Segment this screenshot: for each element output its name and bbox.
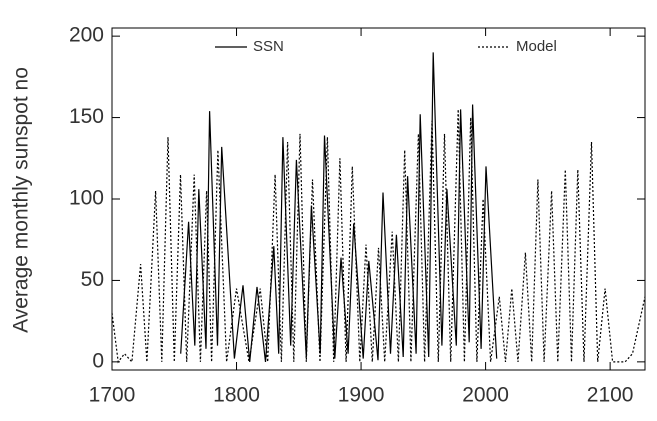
x-tick-label: 1900 [338, 384, 385, 407]
y-axis-label: Average monthly sunspot no [10, 67, 33, 333]
x-tick-label: 2100 [587, 384, 634, 407]
y-tick-label: 50 [81, 268, 104, 291]
y-tick-label: 150 [69, 105, 104, 128]
plot-frame [111, 27, 646, 371]
x-tick-label: 1800 [213, 384, 260, 407]
x-tick-label: 1700 [89, 384, 136, 407]
legend-label: SSN [253, 38, 284, 55]
y-tick-label: 0 [92, 349, 104, 372]
series-line [111, 109, 646, 364]
legend-label: Model [516, 38, 557, 55]
x-tick-label: 2000 [462, 384, 509, 407]
y-tick-label: 100 [69, 187, 104, 210]
y-tick-label: 200 [69, 24, 104, 47]
series-line [180, 52, 498, 362]
